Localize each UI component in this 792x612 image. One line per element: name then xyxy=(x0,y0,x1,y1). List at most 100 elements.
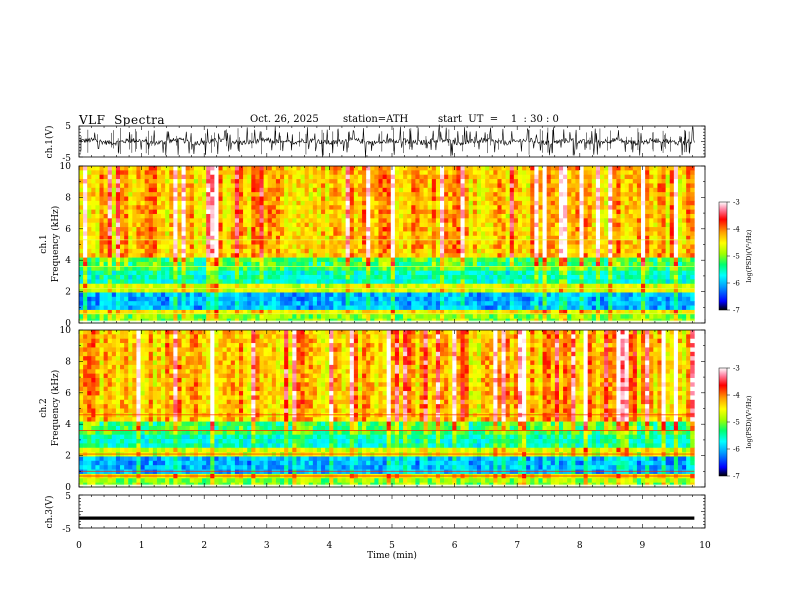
spectrogram-cell xyxy=(505,244,511,250)
spectrogram-cell xyxy=(690,270,695,276)
spectrogram-cell xyxy=(202,200,207,206)
spectrogram-cell xyxy=(161,270,166,276)
spectrogram-cell xyxy=(288,301,293,306)
spectrogram-cell xyxy=(189,183,195,189)
spectrogram-cell xyxy=(374,205,379,210)
spectrogram-cell xyxy=(312,240,318,245)
spectrogram-cell xyxy=(587,231,593,237)
spectrogram-cell xyxy=(288,261,293,267)
spectrogram-cell xyxy=(214,205,219,210)
spectrogram-cell xyxy=(382,205,387,210)
spectrogram-cell xyxy=(152,187,158,193)
spectrogram-cell xyxy=(493,248,498,254)
spectrogram-cell xyxy=(316,283,322,289)
spectrogram-cell xyxy=(243,292,248,298)
spectrogram-cell xyxy=(251,305,256,311)
spectrogram-cell xyxy=(161,305,166,311)
spectrogram-cell xyxy=(690,227,695,232)
spectrogram-cell xyxy=(653,192,658,197)
spectrogram-cell xyxy=(247,200,252,206)
spectrogram-cell xyxy=(91,192,96,197)
spectrogram-cell xyxy=(312,244,318,250)
spectrogram-cell xyxy=(325,279,330,285)
spectrogram-cell xyxy=(641,196,646,202)
spectrogram-cell xyxy=(398,235,404,241)
spectrogram-cell xyxy=(542,187,547,193)
spectrogram-cell xyxy=(144,227,150,232)
spectrogram-cell xyxy=(669,213,675,219)
spectrogram-cell xyxy=(411,244,416,250)
spectrogram-cell xyxy=(238,174,244,180)
spectrogram-cell xyxy=(628,183,634,189)
spectrogram-cell xyxy=(136,244,141,250)
spectrogram-cell xyxy=(677,231,683,237)
spectrogram-cell xyxy=(411,209,416,215)
spectrogram-cell xyxy=(600,248,605,254)
spectrogram-cell xyxy=(193,187,199,193)
spectrogram-cell xyxy=(321,266,326,271)
spectrogram-cell xyxy=(136,257,141,263)
spectrogram-cell xyxy=(128,240,133,245)
spectrogram-cell xyxy=(325,283,330,289)
spectrogram-cell xyxy=(497,166,502,171)
spectrogram-cell xyxy=(83,166,88,171)
spectrogram-cell xyxy=(407,305,412,311)
spectrogram-cell xyxy=(686,288,691,293)
spectrogram-cell xyxy=(485,222,490,228)
spectrogram-cell xyxy=(431,231,437,237)
spectrogram-cell xyxy=(124,283,129,289)
spectrogram-cell xyxy=(308,244,314,250)
spectrogram-cell xyxy=(189,231,195,237)
spectrogram-cell xyxy=(251,200,256,206)
spectrogram-cell xyxy=(546,305,552,311)
spectrogram-cell xyxy=(501,244,506,250)
spectrogram-cell xyxy=(464,227,470,232)
spectrogram-cell xyxy=(247,192,252,197)
spectrogram-cell xyxy=(214,270,219,276)
spectrogram-cell xyxy=(280,257,285,263)
spectrogram-cell xyxy=(357,248,363,254)
spectrogram-cell xyxy=(550,283,556,289)
spectrogram-cell xyxy=(259,227,264,232)
spectrogram-cell xyxy=(300,244,305,250)
spectrogram-cell xyxy=(95,288,100,293)
spectrogram-cell xyxy=(284,170,289,176)
spectrogram-cell xyxy=(206,227,211,232)
spectrogram-cell xyxy=(649,261,654,267)
spectrogram-cell xyxy=(550,235,556,241)
spectrogram-cell xyxy=(550,170,556,176)
spectrogram-cell xyxy=(243,192,248,197)
spectrogram-cell xyxy=(444,187,449,193)
spectrogram-cell xyxy=(243,209,248,215)
spectrogram-cell xyxy=(152,305,158,311)
spectrogram-cell xyxy=(423,170,428,176)
spectrogram-cell xyxy=(177,166,182,171)
spectrogram-cell xyxy=(374,200,379,206)
spectrogram-cell xyxy=(259,218,264,223)
spectrogram-cell xyxy=(120,266,125,271)
spectrogram-cell xyxy=(288,283,293,289)
spectrogram-cell xyxy=(111,283,117,289)
spectrogram-cell xyxy=(624,261,630,267)
spectrogram-cell xyxy=(161,279,166,285)
spectrogram-cell xyxy=(682,288,687,293)
spectrogram-cell xyxy=(608,261,613,267)
spectrogram-cell xyxy=(452,270,457,276)
spectrogram-cell xyxy=(415,227,420,232)
spectrogram-cell xyxy=(345,253,351,258)
spectrogram-cell xyxy=(657,205,662,210)
spectrogram-cell xyxy=(636,170,642,176)
spectrogram-cell xyxy=(464,179,470,184)
spectrogram-cell xyxy=(673,301,679,306)
spectrogram-cell xyxy=(251,218,256,223)
spectrogram-cell xyxy=(530,288,535,293)
spectrogram-cell xyxy=(206,279,211,285)
spectrogram-cell xyxy=(448,301,453,306)
spectrogram-cell xyxy=(571,288,576,293)
spectrogram-cell xyxy=(156,283,162,289)
spectrogram-cell xyxy=(472,218,478,223)
spectrogram-cell xyxy=(542,275,547,280)
spectrogram-cell xyxy=(165,288,170,293)
spectrogram-cell xyxy=(600,166,605,171)
spectrogram-cell xyxy=(148,170,154,176)
